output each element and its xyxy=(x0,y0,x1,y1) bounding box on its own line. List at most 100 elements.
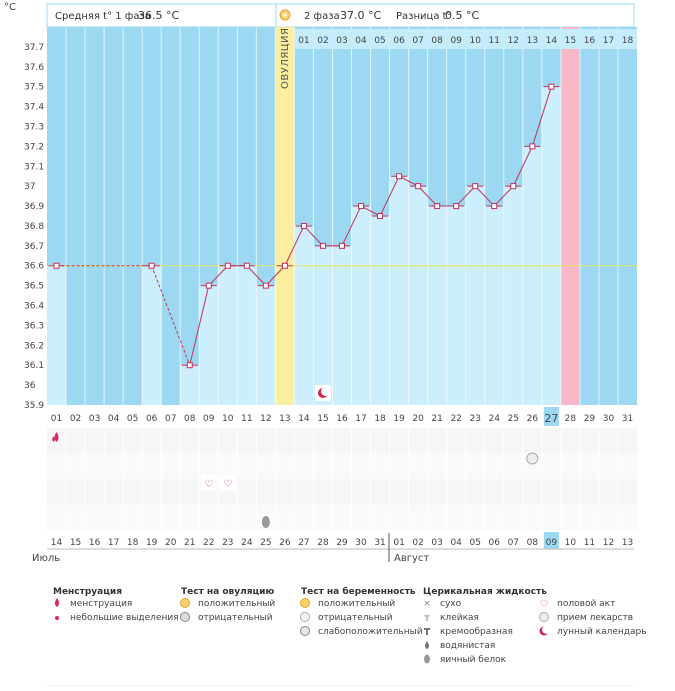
temperature-point xyxy=(491,203,498,210)
cycle-day-label: 26 xyxy=(527,414,539,424)
temperature-point xyxy=(243,262,250,269)
legend-item-label: сухо xyxy=(440,599,462,609)
calendar-date-label: 01 xyxy=(393,538,404,548)
temperature-bar xyxy=(351,206,371,405)
line-segment xyxy=(417,185,438,207)
calendar-date-label: 25 xyxy=(260,538,271,548)
marker-row xyxy=(47,504,637,530)
y-tick-label: 36.8 xyxy=(24,222,44,232)
cycle-day-label: 03 xyxy=(89,414,100,424)
temperature-point xyxy=(224,262,231,269)
pill-icon xyxy=(539,612,549,622)
heart-bg xyxy=(200,475,217,491)
cycle-day-label: 16 xyxy=(336,414,348,424)
y-tick-label: 35.9 xyxy=(24,401,44,411)
unit-label: °C xyxy=(4,2,16,13)
temperature-point xyxy=(300,222,307,229)
y-tick-label: 37.5 xyxy=(24,83,44,93)
calendar-date-label: 30 xyxy=(355,538,367,548)
line-segment xyxy=(341,205,362,247)
top-day-label: 01 xyxy=(298,36,309,46)
temperature-bar xyxy=(256,285,276,405)
top-day-label: 04 xyxy=(355,36,367,46)
top-day-label: 14 xyxy=(546,36,558,46)
cycle-day-label: 02 xyxy=(70,414,81,424)
temperature-bar xyxy=(389,176,409,405)
line-segment xyxy=(360,205,381,217)
temperature-bar xyxy=(503,186,523,405)
legend-item-label: половой акт xyxy=(557,599,615,609)
top-day-label: 11 xyxy=(489,36,500,46)
line-segment xyxy=(398,175,419,187)
legend-item-label: прием лекарств xyxy=(557,613,633,623)
calendar-date-label: 02 xyxy=(412,538,423,548)
expected-period-column xyxy=(560,27,580,405)
legend: Менструация менструация небольшие выделени… xyxy=(53,586,647,665)
cycle-day-label: 25 xyxy=(508,414,519,424)
temperature-bar xyxy=(294,225,314,405)
top-day-label: 06 xyxy=(393,36,405,46)
grid-lines xyxy=(47,27,637,405)
top-day-label: 03 xyxy=(336,36,347,46)
temperature-point xyxy=(205,282,212,289)
cycle-day-label: 18 xyxy=(374,414,386,424)
phase1-label: Средняя t° 1 фаза xyxy=(55,11,151,22)
top-day-label: 16 xyxy=(584,36,596,46)
cycle-day-label: 17 xyxy=(355,414,366,424)
legend-item-label: слабоположительный xyxy=(318,627,423,637)
temperature-point xyxy=(358,203,365,210)
line-segment xyxy=(284,225,305,266)
ovulation-column xyxy=(275,27,295,405)
calendar-date-label: 06 xyxy=(489,538,501,548)
chart-header: Средняя t° 1 фаза 36.5 °C 2 фаза 37.0 °C… xyxy=(46,3,635,28)
calendar-date-label: 04 xyxy=(450,538,462,548)
calendar-date-label: 11 xyxy=(584,538,595,548)
cycle-day-label: 09 xyxy=(203,414,215,424)
y-tick-label: 36.5 xyxy=(24,282,44,292)
cycle-day-label: 12 xyxy=(260,414,271,424)
temperature-point xyxy=(548,83,555,90)
calendar-date-row: 14 15 16 17 18 19 20 21 22 23 24 25 26 27 28 29 30 31 01 02… xyxy=(51,532,633,549)
test-weak-icon xyxy=(300,626,310,636)
calendar-date-label: 13 xyxy=(622,538,633,548)
marker-row xyxy=(47,428,637,454)
calendar-date-label: 16 xyxy=(89,538,101,548)
creamy-icon xyxy=(424,628,430,635)
phase2-value: 37.0 °C xyxy=(340,9,381,22)
legend-item-label: кремообразная xyxy=(440,627,513,637)
temperature-bar xyxy=(370,216,390,405)
y-tick-label: 36.6 xyxy=(24,262,44,272)
test-negative-icon xyxy=(300,612,310,622)
y-tick-label: 37.4 xyxy=(24,103,44,113)
temperature-bar xyxy=(408,186,428,405)
line-segment xyxy=(246,265,267,286)
calendar-date-label: 09 xyxy=(546,538,558,548)
temperature-bar xyxy=(332,245,352,405)
top-day-label: 17 xyxy=(603,36,614,46)
phase1-value: 36.5 °C xyxy=(138,9,179,22)
temperature-bar xyxy=(47,265,67,405)
y-tick-label: 36.4 xyxy=(24,302,44,312)
temperature-point xyxy=(434,203,441,210)
top-day-label: 18 xyxy=(622,36,634,46)
calendar-date-label: 19 xyxy=(146,538,158,548)
cycle-day-label: 11 xyxy=(241,414,252,424)
dry-icon: × xyxy=(423,599,431,609)
cycle-day-label: 27 xyxy=(544,412,558,425)
cycle-day-label: 14 xyxy=(298,414,310,424)
sun-positive-icon xyxy=(180,598,190,608)
y-tick-label: 37.6 xyxy=(24,63,44,73)
cycle-day-label: 21 xyxy=(431,414,442,424)
drop-large-icon xyxy=(54,432,59,442)
drop-small-icon xyxy=(52,436,55,442)
temperature-bar xyxy=(446,206,466,405)
legend-title: Тест на овуляцию xyxy=(181,587,274,597)
y-tick-label: 36.1 xyxy=(24,361,44,371)
top-day-label: 02 xyxy=(317,36,328,46)
y-tick-label: 37 xyxy=(24,182,35,192)
y-tick-label: 37.7 xyxy=(24,43,44,53)
top-day-label: 05 xyxy=(374,36,385,46)
y-tick-label: 36.3 xyxy=(24,321,44,331)
calendar-date-label: 26 xyxy=(279,538,291,548)
